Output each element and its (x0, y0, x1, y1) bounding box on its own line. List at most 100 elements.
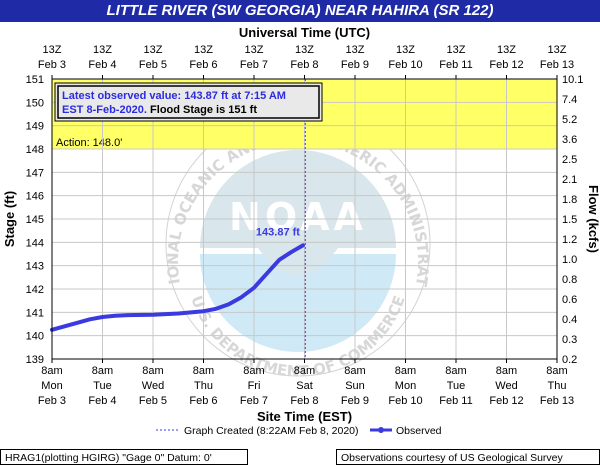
bottom-tick-time: 8am (243, 365, 264, 377)
top-tick-time: 13Z (396, 44, 415, 56)
left-tick-label: 148 (26, 144, 44, 156)
left-tick-label: 150 (26, 97, 44, 109)
right-tick-label: 1.2 (562, 234, 577, 246)
right-tick-label: 1.0 (562, 254, 577, 266)
top-tick-time: 13Z (346, 44, 365, 56)
bottom-tick-time: 8am (193, 365, 214, 377)
latest-value-label: 143.87 ft (256, 226, 300, 238)
bottom-tick-time: 8am (546, 365, 567, 377)
bottom-tick-date: Feb 5 (139, 395, 167, 407)
bottom-tick-time: 8am (344, 365, 365, 377)
left-tick-label: 144 (26, 237, 44, 249)
bottom-tick-day: Wed (142, 380, 164, 392)
top-tick-time: 13Z (144, 44, 163, 56)
right-tick-label: 0.3 (562, 334, 577, 346)
right-tick-label: 0.4 (562, 314, 577, 326)
left-tick-label: 151 (26, 74, 44, 86)
axis-labels: Universal Time (UTC) Site Time (EST) Stage… (2, 25, 600, 424)
watermark-sky (200, 150, 396, 276)
top-tick-time: 13Z (194, 44, 213, 56)
info-box-frame (54, 82, 323, 122)
legend-graph-created-label: Graph Created (8:22AM Feb 8, 2020) (184, 425, 359, 437)
top-tick-time: 13Z (43, 44, 62, 56)
info-box-inner (57, 85, 320, 119)
observed-series: 143.87 ft (50, 79, 306, 359)
bottom-axis-title: Site Time (EST) (257, 409, 352, 424)
legend-observed-marker (378, 427, 384, 433)
left-tick-label: 139 (26, 354, 44, 366)
bottom-tick-time: 8am (92, 365, 113, 377)
right-tick-label: 2.1 (562, 174, 577, 186)
info-box-line1: Latest observed value: 143.87 ft at 7:15… (62, 90, 286, 102)
bottom-tick-day: Sat (296, 380, 313, 392)
right-tick-label: 5.2 (562, 114, 577, 126)
hydrograph-chart: NOAANATIONAL OCEANIC AND ATMOSPHERIC ADM… (0, 22, 600, 437)
top-tick-date: Feb 8 (290, 59, 318, 71)
bottom-tick-day: Mon (395, 380, 416, 392)
left-tick-label: 145 (26, 214, 44, 226)
top-tick-time: 13Z (497, 44, 516, 56)
top-tick-time: 13Z (245, 44, 264, 56)
right-tick-label: 2.5 (562, 154, 577, 166)
axis-ticks: 13Z Feb 3 13Z Feb 4 13Z Feb 5 13Z Feb 6 13Z Feb 7… (26, 44, 584, 407)
bottom-tick-time: 8am (395, 365, 416, 377)
bottom-tick-date: Feb 12 (489, 395, 523, 407)
info-box: Latest observed value: 143.87 ft at 7:15… (54, 82, 323, 122)
legend-observed-label: Observed (396, 425, 442, 437)
left-tick-label: 146 (26, 191, 44, 203)
bottom-tick-date: Feb 6 (189, 395, 217, 407)
gage-datum-note: HRAG1(plotting HGIRG) "Gage 0" Datum: 0' (0, 449, 248, 465)
bottom-tick-date: Feb 4 (88, 395, 116, 407)
left-axis-title: Stage (ft) (2, 191, 17, 247)
watermark-noaa-text: NOAA (229, 195, 367, 239)
action-stage-label: Action: 148.0' (56, 137, 122, 149)
bottom-tick-day: Tue (93, 380, 112, 392)
top-tick-date: Feb 12 (489, 59, 523, 71)
left-tick-label: 142 (26, 284, 44, 296)
bottom-tick-day: Thu (194, 380, 213, 392)
top-axis-title: Universal Time (UTC) (239, 25, 370, 40)
bottom-tick-day: Wed (495, 380, 517, 392)
bottom-tick-date: Feb 8 (290, 395, 318, 407)
observed-line (50, 243, 305, 332)
top-tick-time: 13Z (295, 44, 314, 56)
info-box-line2: EST 8-Feb-2020. Flood Stage is 151 ft (62, 104, 257, 116)
right-axis-title: Flow (kcfs) (586, 185, 600, 253)
bottom-tick-day: Fri (248, 380, 261, 392)
top-tick-time: 13Z (93, 44, 112, 56)
bottom-tick-time: 8am (445, 365, 466, 377)
right-tick-label: 0.6 (562, 294, 577, 306)
bottom-tick-day: Tue (447, 380, 466, 392)
bottom-tick-day: Mon (41, 380, 62, 392)
bottom-tick-time: 8am (142, 365, 163, 377)
bottom-tick-date: Feb 10 (388, 395, 422, 407)
right-tick-label: 1.5 (562, 214, 577, 226)
bottom-tick-time: 8am (294, 365, 315, 377)
bottom-tick-date: Feb 7 (240, 395, 268, 407)
top-tick-date: Feb 6 (189, 59, 217, 71)
bottom-tick-date: Feb 11 (439, 395, 472, 407)
bottom-tick-day: Sun (345, 380, 365, 392)
chart-title: LITTLE RIVER (SW GEORGIA) NEAR HAHIRA (S… (0, 0, 600, 22)
bottom-tick-date: Feb 13 (540, 395, 574, 407)
bottom-tick-date: Feb 9 (341, 395, 369, 407)
left-tick-label: 149 (26, 121, 44, 133)
right-tick-label: 1.8 (562, 194, 577, 206)
left-tick-label: 141 (26, 307, 44, 319)
right-tick-label: 0.2 (562, 354, 577, 366)
right-tick-label: 10.1 (562, 74, 583, 86)
top-tick-date: Feb 9 (341, 59, 369, 71)
right-tick-label: 0.8 (562, 274, 577, 286)
top-tick-date: Feb 4 (88, 59, 116, 71)
right-tick-label: 7.4 (562, 94, 577, 106)
bottom-tick-date: Feb 3 (38, 395, 66, 407)
top-tick-date: Feb 10 (388, 59, 422, 71)
left-tick-label: 143 (26, 261, 44, 273)
top-tick-time: 13Z (447, 44, 466, 56)
bottom-tick-time: 8am (41, 365, 62, 377)
observations-credit: Observations courtesy of US Geological S… (336, 449, 600, 465)
top-tick-time: 13Z (548, 44, 567, 56)
bottom-tick-day: Thu (548, 380, 567, 392)
right-tick-label: 3.6 (562, 134, 577, 146)
left-tick-label: 147 (26, 167, 44, 179)
